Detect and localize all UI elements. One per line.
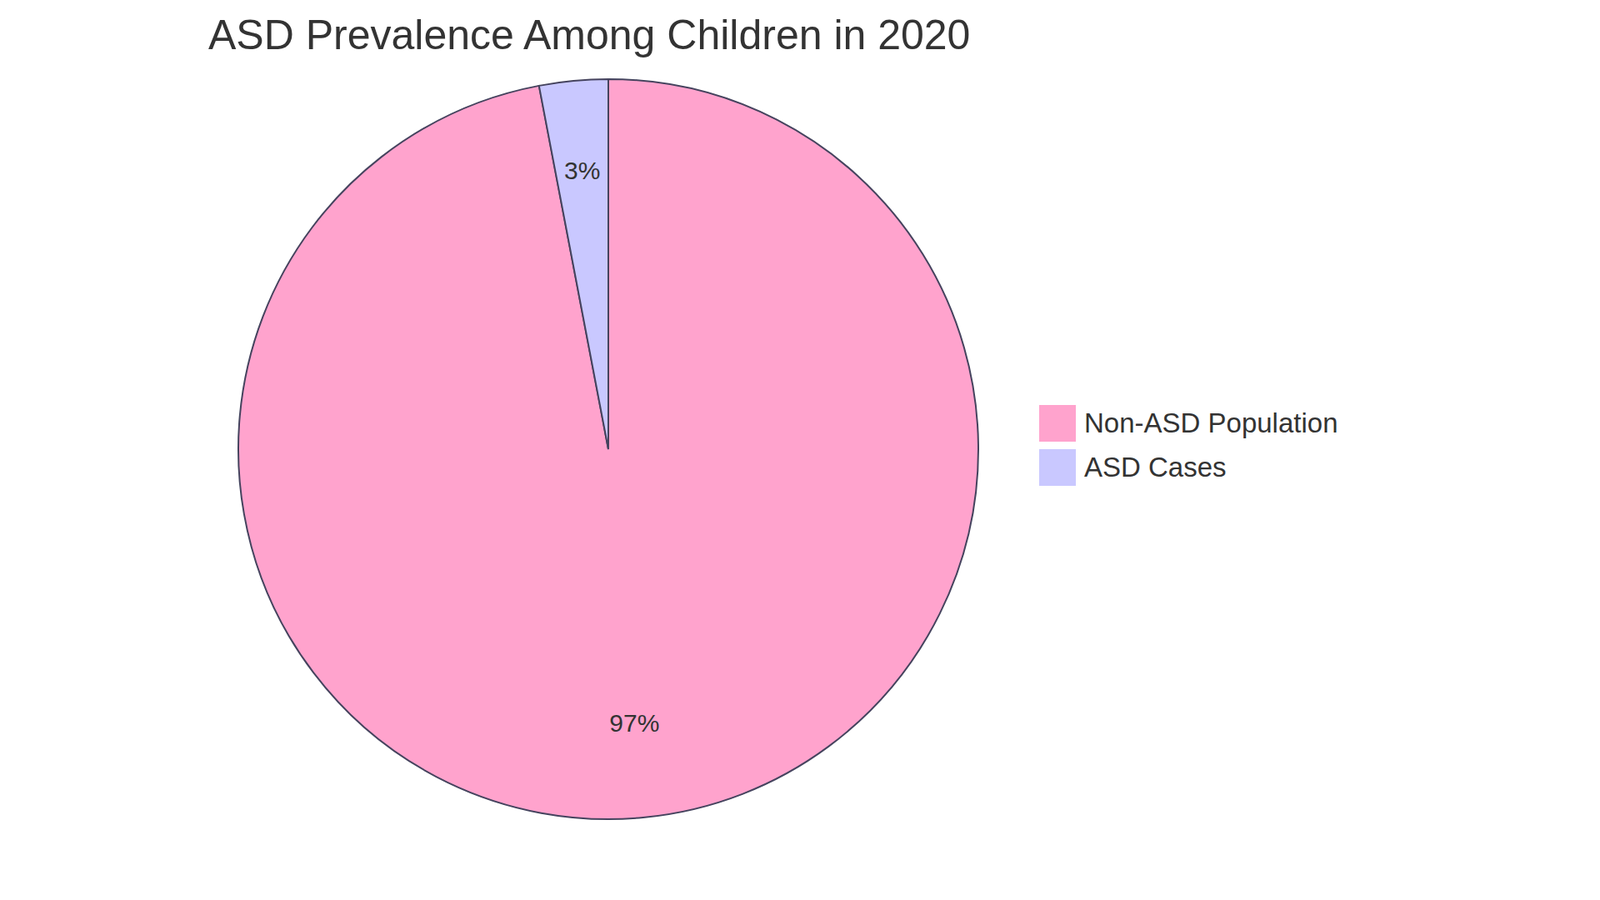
svg-text:97%: 97% [609,709,660,737]
html-text:ASD Cases: ASD Cases [1084,451,1227,483]
html-text:Non-ASD Population: Non-ASD Population [1084,407,1338,438]
html-text:ASD Prevalence Among Children: ASD Prevalence Among Children in 2020 [208,11,971,59]
svg-text:3%: 3% [564,156,600,185]
